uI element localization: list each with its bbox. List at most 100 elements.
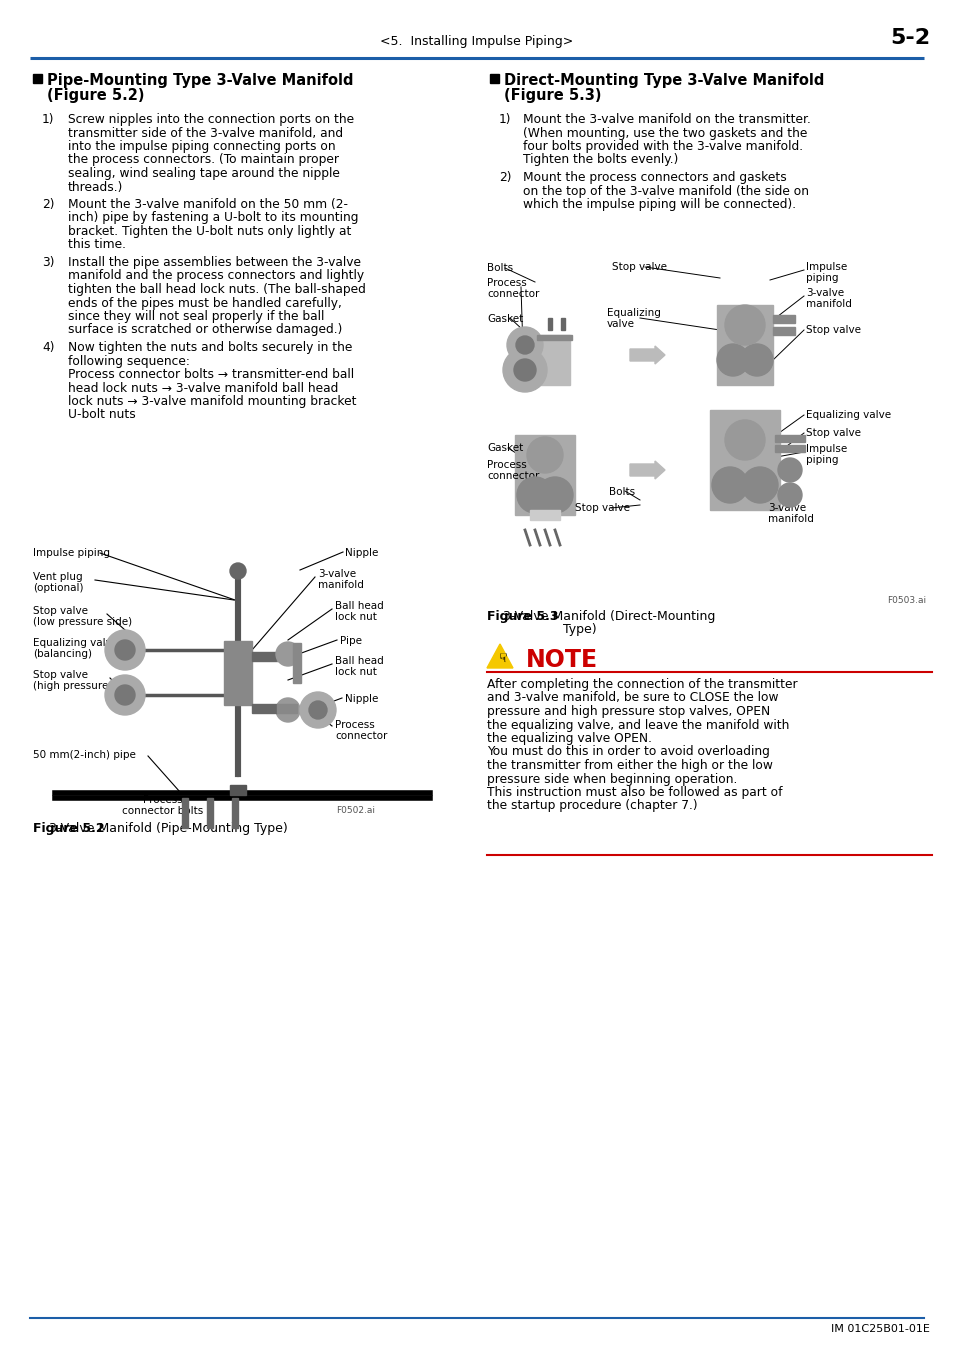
Text: 3): 3)	[42, 256, 54, 269]
Text: Stop valve: Stop valve	[575, 504, 629, 513]
Text: sealing, wind sealing tape around the nipple: sealing, wind sealing tape around the ni…	[68, 167, 339, 180]
Bar	[515, 435, 575, 514]
Text: piping: piping	[805, 273, 838, 284]
Text: lock nut: lock nut	[335, 667, 376, 676]
Circle shape	[741, 467, 778, 504]
Text: 3-Valve Manifold (Pipe-Mounting Type): 3-Valve Manifold (Pipe-Mounting Type)	[33, 822, 288, 836]
Circle shape	[275, 698, 299, 722]
Circle shape	[517, 477, 553, 513]
Bar	[709, 410, 780, 510]
Text: Equalizing: Equalizing	[606, 308, 660, 319]
Circle shape	[516, 336, 534, 354]
Text: Impulse: Impulse	[805, 262, 846, 271]
Text: 2): 2)	[498, 171, 511, 184]
Circle shape	[309, 701, 327, 720]
Circle shape	[778, 458, 801, 482]
Bar	[207, 798, 213, 828]
FancyArrow shape	[629, 346, 664, 365]
Circle shape	[514, 359, 536, 381]
Bar	[490, 74, 498, 82]
Polygon shape	[486, 644, 513, 668]
Text: Process connector bolts → transmitter-end ball: Process connector bolts → transmitter-en…	[68, 369, 354, 381]
Text: pressure side when beginning operation.: pressure side when beginning operation.	[486, 772, 737, 786]
Text: four bolts provided with the 3-valve manifold.: four bolts provided with the 3-valve man…	[522, 140, 802, 153]
Text: the equalizing valve OPEN.: the equalizing valve OPEN.	[486, 732, 651, 745]
Text: U-bolt nuts: U-bolt nuts	[68, 409, 135, 421]
Text: Process: Process	[486, 460, 526, 470]
Bar	[772, 327, 794, 335]
Text: Nipple: Nipple	[345, 694, 378, 703]
Text: since they will not seal properly if the ball: since they will not seal properly if the…	[68, 310, 324, 323]
Circle shape	[778, 483, 801, 508]
Text: F0503.ai: F0503.ai	[886, 595, 925, 605]
Text: Impulse piping: Impulse piping	[33, 548, 110, 558]
Text: 50 mm(2-inch) pipe: 50 mm(2-inch) pipe	[33, 751, 135, 760]
Bar	[276, 652, 296, 662]
Text: following sequence:: following sequence:	[68, 355, 190, 367]
Circle shape	[526, 437, 562, 472]
Bar	[232, 798, 237, 828]
Text: (low pressure side): (low pressure side)	[33, 617, 132, 626]
Text: (Figure 5.3): (Figure 5.3)	[503, 88, 601, 103]
Bar	[224, 641, 252, 705]
Text: threads.): threads.)	[68, 181, 123, 193]
Text: Figure 5.2: Figure 5.2	[33, 822, 105, 836]
Text: the process connectors. (To maintain proper: the process connectors. (To maintain pro…	[68, 154, 338, 166]
Text: 3-valve: 3-valve	[805, 288, 843, 298]
Text: Screw nipples into the connection ports on the: Screw nipples into the connection ports …	[68, 113, 354, 126]
Bar	[537, 335, 572, 340]
Text: Figure 5.3: Figure 5.3	[486, 610, 558, 622]
Text: (high pressure side): (high pressure side)	[33, 680, 137, 691]
Text: Gasket: Gasket	[486, 443, 522, 454]
Text: Type): Type)	[486, 622, 596, 636]
Text: 5-2: 5-2	[889, 28, 929, 49]
Text: connector: connector	[486, 471, 538, 481]
Text: Gasket: Gasket	[486, 315, 522, 324]
Bar	[717, 305, 772, 385]
Text: Nipple: Nipple	[345, 548, 378, 558]
Text: After completing the connection of the transmitter: After completing the connection of the t…	[486, 678, 797, 691]
Text: manifold and the process connectors and lightly: manifold and the process connectors and …	[68, 270, 364, 282]
Text: Mount the 3-valve manifold on the transmitter.: Mount the 3-valve manifold on the transm…	[522, 113, 810, 126]
Text: Equalizing valve: Equalizing valve	[805, 410, 890, 420]
Circle shape	[717, 344, 748, 377]
Text: into the impulse piping connecting ports on: into the impulse piping connecting ports…	[68, 140, 335, 153]
Circle shape	[115, 640, 135, 660]
Text: Stop valve: Stop valve	[33, 670, 88, 680]
Text: and 3-valve manifold, be sure to CLOSE the low: and 3-valve manifold, be sure to CLOSE t…	[486, 691, 778, 705]
Text: this time.: this time.	[68, 239, 126, 251]
Text: manifold: manifold	[767, 514, 813, 524]
Text: (balancing): (balancing)	[33, 649, 91, 659]
Text: Impulse: Impulse	[805, 444, 846, 454]
Text: IM 01C25B01-01E: IM 01C25B01-01E	[830, 1324, 929, 1334]
Circle shape	[299, 693, 335, 728]
Circle shape	[537, 477, 573, 513]
Text: 4): 4)	[42, 342, 54, 354]
Text: 3-Valve Manifold (Direct-Mounting: 3-Valve Manifold (Direct-Mounting	[486, 610, 715, 622]
Bar	[33, 74, 42, 82]
Circle shape	[115, 684, 135, 705]
Text: surface is scratched or otherwise damaged.): surface is scratched or otherwise damage…	[68, 324, 342, 336]
Text: Stop valve: Stop valve	[805, 428, 861, 437]
Bar	[774, 446, 804, 452]
Circle shape	[724, 305, 764, 346]
Text: tighten the ball head lock nuts. (The ball-shaped: tighten the ball head lock nuts. (The ba…	[68, 284, 366, 296]
Text: connector: connector	[335, 730, 387, 741]
Text: connector: connector	[486, 289, 538, 298]
Text: <5.  Installing Impulse Piping>: <5. Installing Impulse Piping>	[380, 35, 573, 49]
Circle shape	[502, 348, 546, 392]
Text: Tighten the bolts evenly.): Tighten the bolts evenly.)	[522, 154, 678, 166]
Bar	[547, 319, 552, 329]
Bar	[560, 319, 564, 329]
Text: the equalizing valve, and leave the manifold with: the equalizing valve, and leave the mani…	[486, 718, 788, 732]
Bar	[774, 435, 804, 441]
Circle shape	[105, 675, 145, 716]
Text: connector bolts: connector bolts	[122, 806, 203, 815]
Text: pressure and high pressure stop valves, OPEN: pressure and high pressure stop valves, …	[486, 705, 769, 718]
Text: ☞: ☞	[493, 652, 506, 663]
Text: Bolts: Bolts	[486, 263, 513, 273]
Text: Stop valve: Stop valve	[33, 606, 88, 616]
Text: bracket. Tighten the U-bolt nuts only lightly at: bracket. Tighten the U-bolt nuts only li…	[68, 225, 351, 238]
Circle shape	[275, 643, 299, 666]
Text: Now tighten the nuts and bolts securely in the: Now tighten the nuts and bolts securely …	[68, 342, 352, 354]
